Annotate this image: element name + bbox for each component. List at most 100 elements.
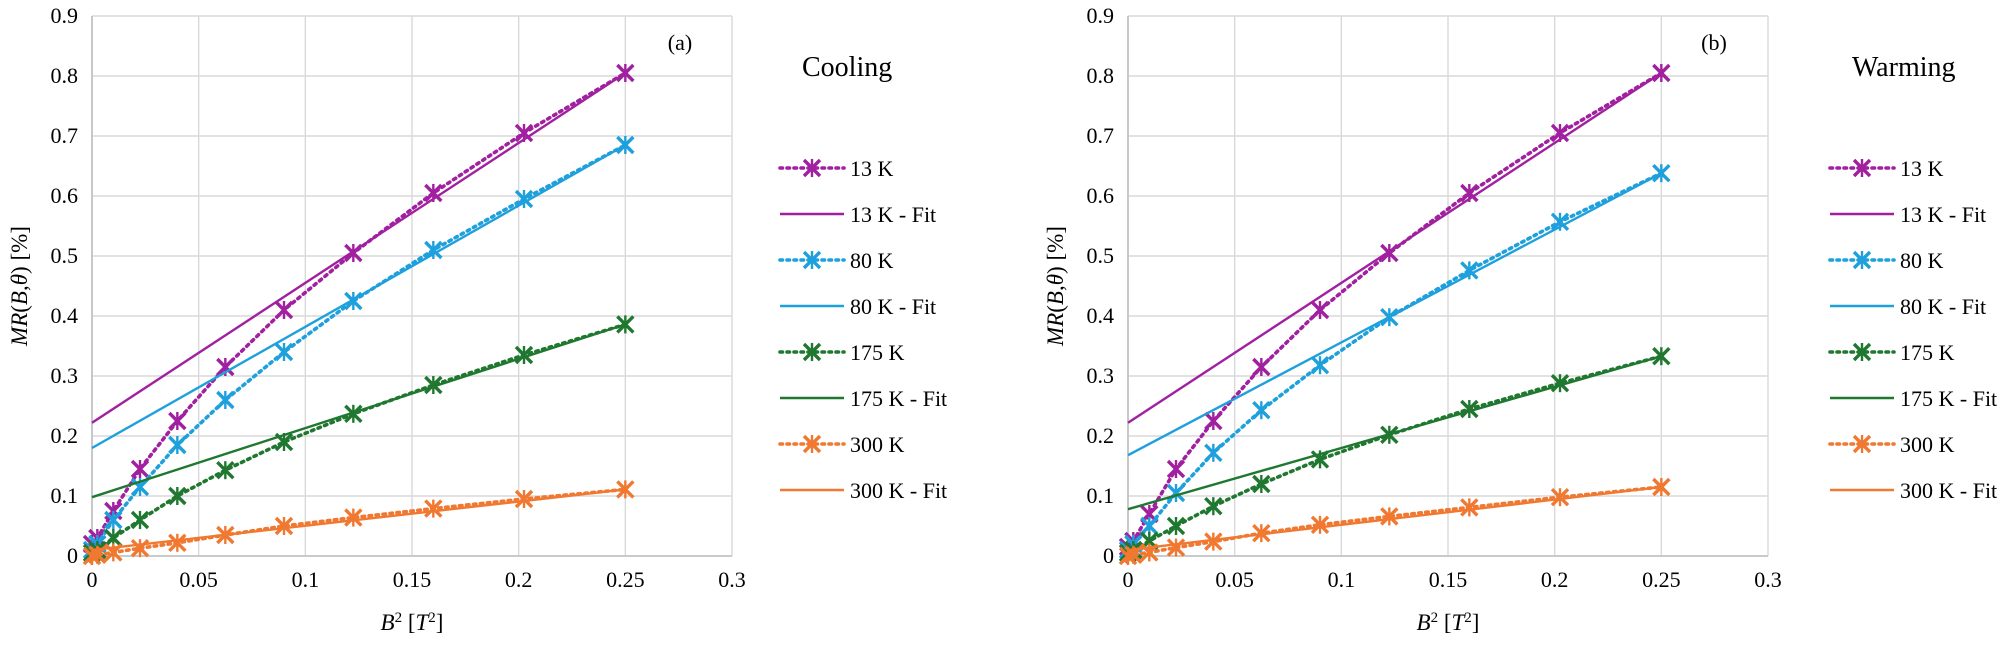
x-tick-label: 0.25: [606, 567, 645, 592]
legend-label: 175 K - Fit: [850, 386, 947, 411]
y-tick-label: 0.4: [1087, 303, 1115, 328]
y-tick-label: 0.5: [51, 243, 79, 268]
series-175-k---fit: [91, 323, 626, 499]
legend-item: 80 K: [1828, 248, 1944, 273]
data-point: [1166, 516, 1186, 536]
data-point: [1204, 411, 1223, 431]
data-point: [1166, 459, 1186, 479]
fit-line: [91, 488, 626, 552]
series-300-k---fit: [1127, 485, 1662, 552]
data-point: [424, 499, 443, 518]
legend-label: 13 K - Fit: [850, 202, 936, 227]
series-300-k---fit: [91, 488, 626, 552]
data-point: [168, 411, 187, 431]
legend-item: 80 K - Fit: [1830, 294, 1986, 319]
legend-marker: [1852, 434, 1872, 454]
x-tick-label: 0.15: [393, 567, 432, 592]
data-point: [1204, 496, 1223, 516]
data-point: [274, 342, 294, 362]
legend-marker: [1852, 342, 1872, 362]
chart-panel-1: 0 0.05 0.1 0.15 0.2 0.25 0.3 0 0.1 0.2 0.3 0.4 0.5 0.…: [1043, 3, 1997, 635]
x-tick-label: 0.3: [718, 567, 746, 592]
data-point: [1460, 399, 1479, 419]
series-13-k---fit: [91, 71, 626, 424]
legend-label: 13 K: [850, 156, 894, 181]
panel-label: (a): [668, 30, 692, 55]
data-point: [1204, 443, 1223, 463]
y-tick-label: 0.2: [51, 423, 79, 448]
x-tick-label: 0.05: [179, 567, 218, 592]
legend-label: 80 K - Fit: [1900, 294, 1986, 319]
y-tick-label: 0: [1103, 543, 1114, 568]
legend: Warming 13 K 13 K - Fit 80 K 80 K - Fit 175 K…: [1828, 52, 1997, 503]
data-point: [1252, 474, 1271, 494]
fit-line: [91, 71, 626, 424]
legend-marker: [802, 158, 822, 178]
data-point: [168, 533, 187, 553]
y-tick-label: 0.7: [51, 123, 79, 148]
panel-label: (b): [1701, 30, 1727, 55]
data-point: [1460, 498, 1479, 517]
data-point: [514, 345, 534, 365]
data-point: [1550, 487, 1570, 507]
data-point: [344, 404, 363, 424]
chart-panel-0: 0 0.05 0.1 0.15 0.2 0.25 0.3 0 0.1 0.2 0.3 0.4 0.5 0.…: [7, 3, 947, 635]
x-tick-label: 0.2: [505, 567, 533, 592]
x-axis-title: B2 [T2]: [381, 610, 444, 635]
data-point: [1252, 357, 1271, 377]
x-tick-label: 0.25: [1642, 567, 1681, 592]
y-tick-label: 0.4: [51, 303, 79, 328]
fit-line: [1127, 355, 1662, 511]
data-point: [216, 390, 235, 410]
legend-item: 300 K: [1828, 432, 1955, 457]
data-point: [1204, 532, 1223, 551]
data-point: [274, 300, 294, 320]
data-point: [1252, 400, 1271, 420]
y-tick-label: 0: [67, 543, 78, 568]
fit-line: [1127, 71, 1662, 424]
legend-label: 300 K: [1900, 432, 1955, 457]
legend-item: 13 K: [1828, 156, 1944, 181]
y-axis-title: MR(B,θ) [%]: [1043, 226, 1068, 347]
x-tick-label: 0.15: [1429, 567, 1468, 592]
legend-item: 300 K: [778, 432, 905, 457]
series-80-k---fit: [1127, 172, 1662, 457]
legend-marker: [1852, 250, 1872, 270]
data-point: [216, 460, 235, 480]
data-point: [130, 510, 150, 530]
fit-line: [1127, 485, 1662, 552]
x-tick-label: 0: [87, 567, 98, 592]
legend-title: Warming: [1852, 52, 1956, 83]
legend-label: 300 K: [850, 432, 905, 457]
legend-item: 300 K - Fit: [1830, 478, 1997, 503]
data-point: [424, 375, 443, 395]
x-tick-label: 0.1: [1328, 567, 1356, 592]
legend-item: 13 K - Fit: [780, 202, 936, 227]
data-point: [424, 240, 443, 260]
x-tick-label: 0.1: [292, 567, 320, 592]
y-tick-label: 0.5: [1087, 243, 1115, 268]
y-tick-label: 0.3: [51, 363, 79, 388]
data-point: [130, 459, 150, 479]
legend-item: 300 K - Fit: [780, 478, 947, 503]
data-point: [1380, 507, 1399, 526]
data-point: [274, 516, 294, 536]
legend-label: 13 K - Fit: [1900, 202, 1986, 227]
y-tick-label: 0.8: [51, 63, 79, 88]
legend-marker: [802, 250, 822, 270]
y-tick-label: 0.1: [51, 483, 79, 508]
legend: Cooling 13 K 13 K - Fit 80 K 80 K - Fit 175 K…: [778, 52, 947, 503]
legend-item: 80 K - Fit: [780, 294, 936, 319]
legend-label: 80 K: [850, 248, 894, 273]
legend-marker: [802, 434, 822, 454]
legend-item: 175 K - Fit: [1830, 386, 1997, 411]
legend-label: 80 K: [1900, 248, 1944, 273]
y-tick-label: 0.7: [1087, 123, 1115, 148]
data-point: [1166, 538, 1186, 557]
data-point: [168, 435, 187, 455]
y-axis-title: MR(B,θ) [%]: [7, 226, 32, 347]
legend-label: 175 K: [850, 340, 905, 365]
data-point: [514, 489, 534, 509]
data-point: [1310, 300, 1330, 320]
x-tick-label: 0: [1123, 567, 1134, 592]
